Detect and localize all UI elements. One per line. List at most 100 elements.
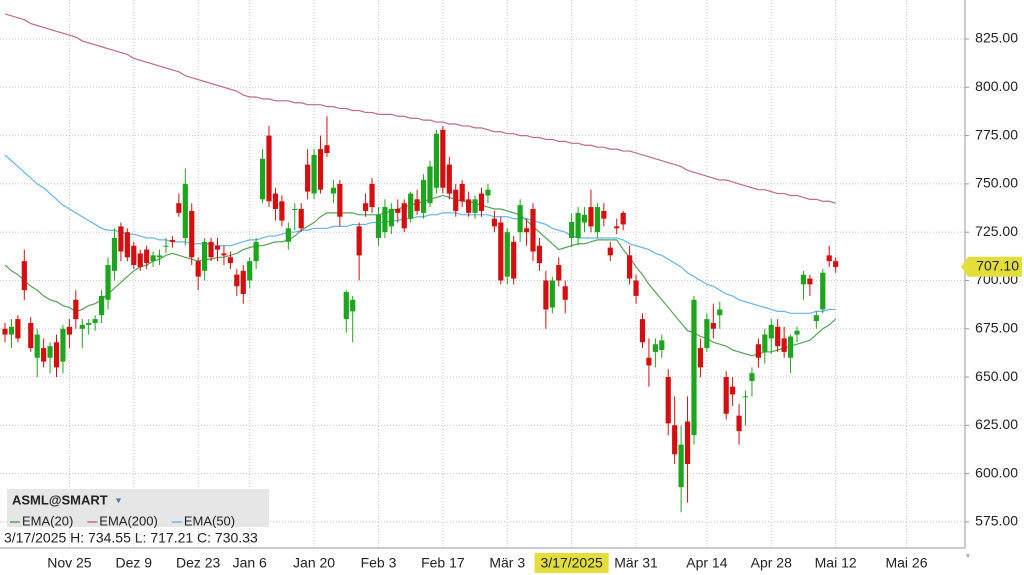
info-line: 3/17/2025 H: 734.55 L: 717.21 C: 730.33: [4, 530, 258, 546]
candle-body: [324, 145, 330, 153]
legend-label[interactable]: EMA(200): [99, 513, 158, 528]
legend: EMA(20) EMA(200) EMA(50): [10, 513, 235, 528]
candle-body: [60, 328, 66, 362]
candle-body: [794, 330, 800, 335]
legend-box: [7, 489, 269, 527]
last-price-label: 707.10: [976, 257, 1019, 273]
candle-body: [466, 199, 472, 213]
candle-body: [2, 328, 8, 335]
candle-body: [652, 344, 658, 352]
y-tick-label: 625.00: [975, 416, 1018, 432]
candle-body: [826, 255, 832, 262]
candle-body: [47, 346, 53, 358]
candle-body: [639, 319, 646, 343]
axis-corner: *: [966, 553, 970, 564]
candle-body: [202, 241, 208, 271]
x-tick-label: Dez 23: [176, 555, 221, 571]
candle-body: [491, 218, 497, 227]
candle-body: [749, 373, 755, 381]
candle-body: [620, 212, 626, 225]
candle-body: [446, 164, 452, 194]
candle-body: [163, 245, 169, 247]
candle-body: [768, 324, 774, 339]
candle-body: [485, 189, 491, 196]
candle-layer: [2, 116, 839, 513]
candle-body: [697, 348, 704, 368]
candle-body: [601, 210, 607, 219]
legend-label[interactable]: EMA(50): [184, 513, 235, 528]
candle-body: [440, 129, 446, 188]
candle-body: [594, 207, 601, 233]
candle-body: [34, 334, 40, 358]
candle-body: [691, 299, 697, 436]
candle-body: [189, 210, 195, 258]
candle-body: [28, 322, 34, 349]
candle-body: [775, 326, 781, 347]
x-tick-label: Apr 28: [751, 555, 792, 571]
candle-body: [285, 228, 291, 242]
candle-body: [730, 386, 736, 395]
symbol[interactable]: ASML@SMART: [12, 492, 108, 507]
candle-body: [266, 135, 272, 202]
x-tick-label: Jan 6: [233, 555, 267, 571]
candle-body: [105, 265, 111, 300]
candle-body: [8, 326, 15, 335]
candle-body: [536, 245, 543, 264]
line-layer: [4, 13, 837, 357]
candle-body: [672, 425, 678, 455]
candle-body: [787, 336, 794, 358]
candle-body: [124, 232, 130, 258]
ema-line: [4, 154, 836, 314]
candle-body: [66, 326, 72, 335]
y-tick-label: 775.00: [975, 126, 1018, 142]
candle-body: [511, 241, 517, 279]
candle-body: [633, 280, 639, 296]
candle-body: [800, 274, 807, 285]
y-tick-label: 825.00: [975, 30, 1018, 46]
candle-body: [833, 261, 839, 267]
y-tick-label: 600.00: [975, 464, 1018, 480]
candle-body: [543, 280, 549, 310]
candle-body: [247, 261, 253, 281]
candle-body: [678, 444, 684, 488]
candle-body: [382, 207, 388, 233]
symbol-marker: ▾: [116, 496, 121, 507]
candle-body: [195, 261, 201, 277]
candle-body: [588, 207, 594, 227]
candle-body: [459, 183, 465, 202]
candle-body: [214, 245, 221, 250]
candle-body: [420, 180, 427, 213]
candle-body: [710, 322, 716, 329]
candle-body: [253, 241, 259, 262]
candle-body: [723, 377, 729, 414]
candle-body: [627, 255, 633, 279]
candle-body: [156, 255, 163, 258]
candle-body: [569, 221, 575, 238]
candle-body: [53, 342, 60, 368]
y-tick-label: 650.00: [975, 368, 1018, 384]
candle-body: [350, 299, 356, 312]
candle-body: [356, 226, 362, 256]
candle-body: [86, 322, 92, 325]
candle-body: [208, 241, 214, 258]
candle-body: [562, 286, 568, 300]
candle-body: [742, 396, 749, 398]
candle-body: [736, 415, 742, 432]
candle-body: [311, 154, 317, 194]
candle-body: [684, 421, 691, 464]
candle-body: [259, 158, 266, 200]
candle-body: [755, 344, 761, 358]
legend-label[interactable]: EMA(20): [22, 513, 73, 528]
x-tick-label: Feb 3: [361, 555, 397, 571]
x-tick-label: Nov 25: [47, 555, 92, 571]
candle-body: [79, 324, 85, 329]
candle-body: [234, 274, 240, 287]
x-tick-label: Feb 17: [421, 555, 465, 571]
candle-body: [292, 209, 298, 211]
candle-body: [427, 166, 433, 204]
candle-body: [820, 272, 826, 310]
candle-body: [807, 278, 813, 285]
candle-body: [395, 209, 401, 213]
